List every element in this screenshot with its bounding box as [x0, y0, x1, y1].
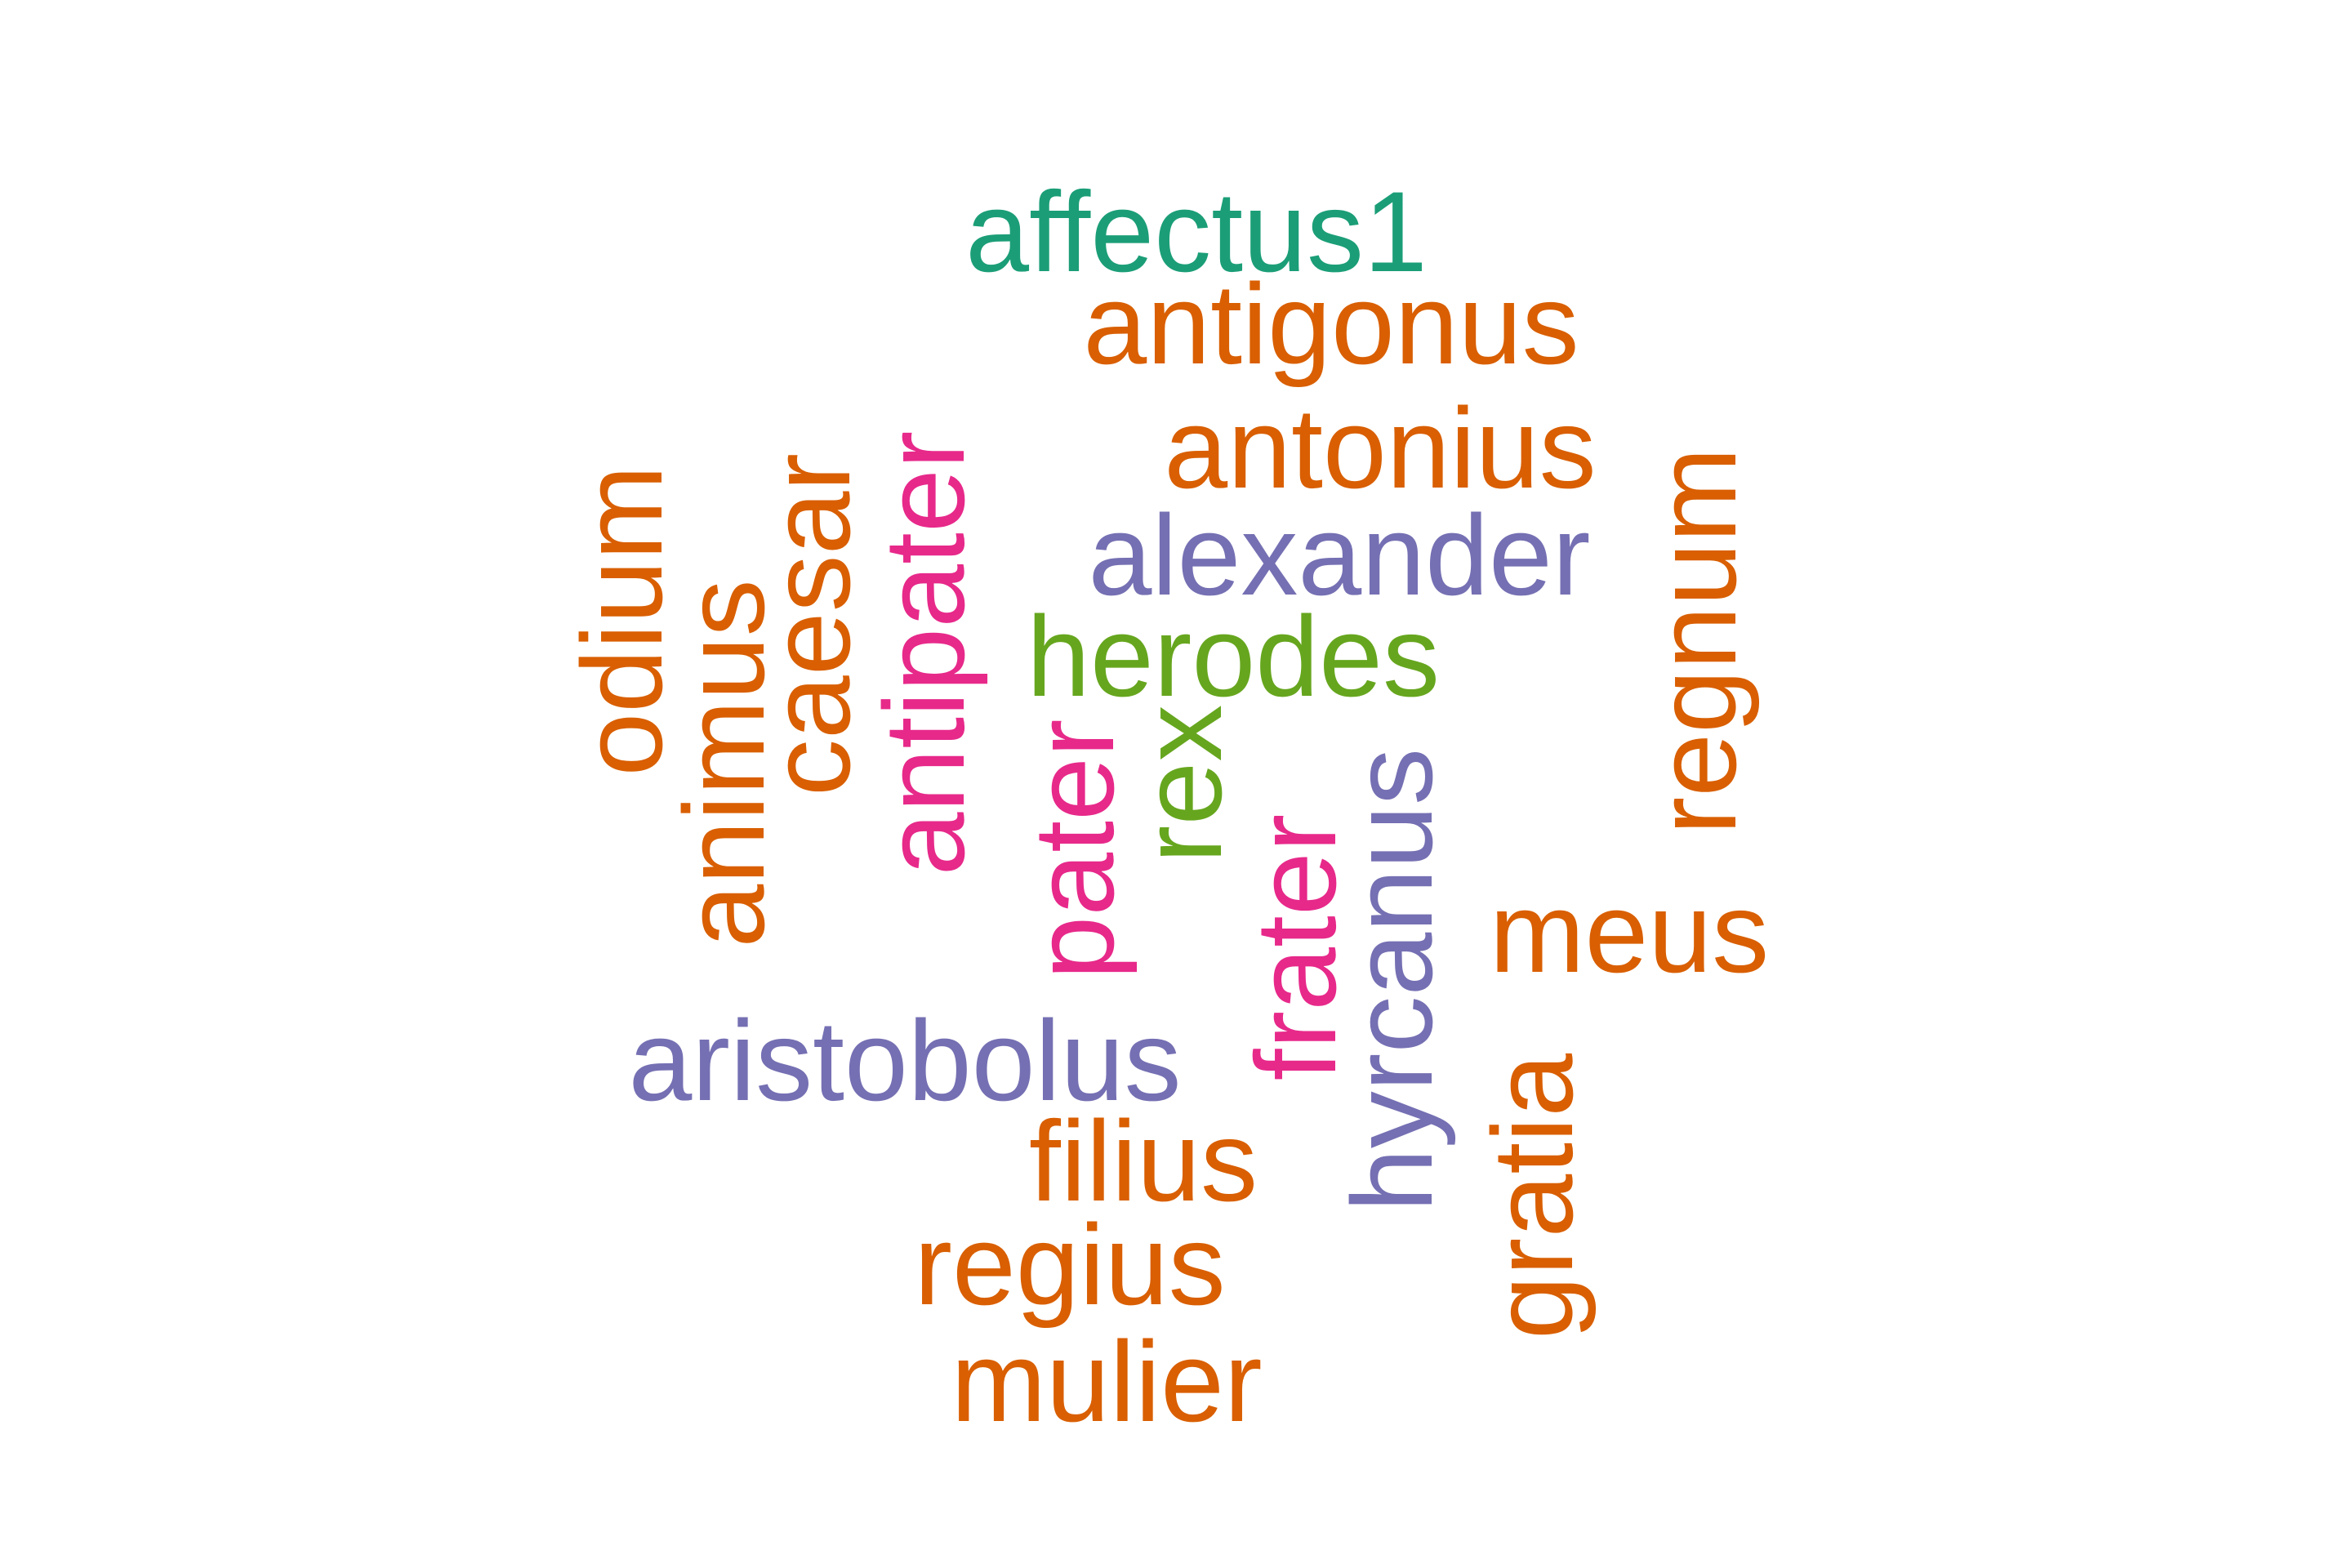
word-mulier: mulier: [951, 1317, 1262, 1446]
word-rex: rex: [1117, 705, 1245, 863]
word-antonius: antonius: [1164, 384, 1596, 512]
word-hyrcanus: hyrcanus: [1328, 748, 1456, 1212]
word-odium: odium: [558, 465, 686, 776]
word-aristobolus: aristobolus: [628, 996, 1181, 1125]
word-gratia: gratia: [1468, 1054, 1597, 1339]
word-pater: pater: [1009, 719, 1138, 979]
word-herodes: herodes: [1027, 592, 1440, 720]
word-frater: frater: [1232, 814, 1360, 1081]
word-affectus1: affectus1: [965, 167, 1428, 296]
word-meus: meus: [1490, 868, 1769, 996]
word-antipater: antipater: [860, 431, 988, 876]
word-antigonus: antigonus: [1083, 260, 1579, 388]
word-regius: regius: [914, 1200, 1225, 1329]
word-animus: animus: [660, 579, 788, 947]
word-regnum: regnum: [1632, 448, 1760, 835]
word-filius: filius: [1029, 1097, 1258, 1225]
word-caesar: caesar: [746, 453, 874, 796]
word-alexander: alexander: [1089, 491, 1591, 619]
